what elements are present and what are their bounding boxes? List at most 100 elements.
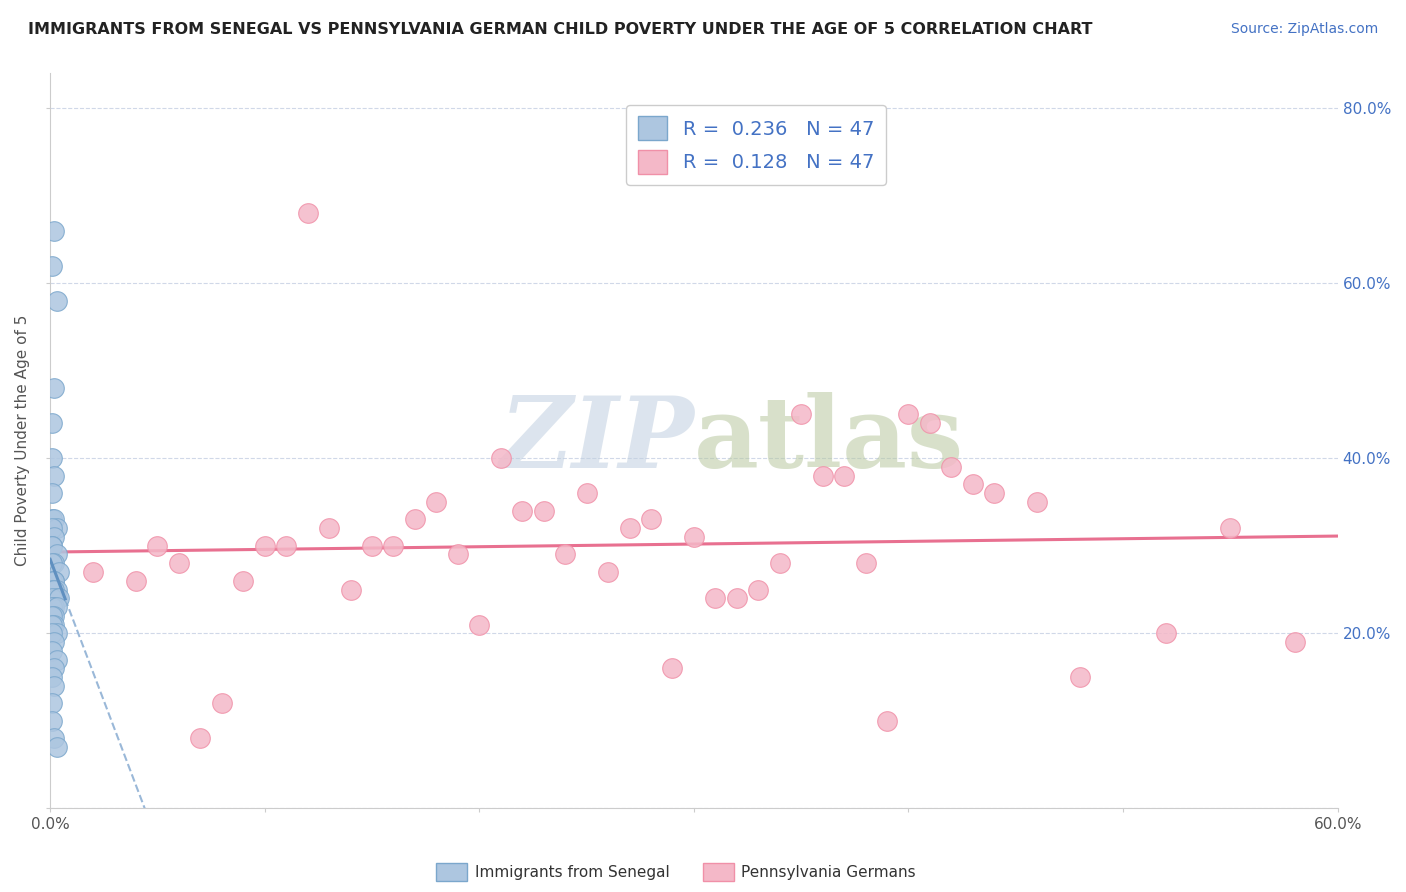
Y-axis label: Child Poverty Under the Age of 5: Child Poverty Under the Age of 5 xyxy=(15,315,30,566)
Point xyxy=(769,556,792,570)
Point xyxy=(468,617,491,632)
Point xyxy=(575,486,598,500)
Point xyxy=(704,591,727,606)
Point xyxy=(45,626,67,640)
Point xyxy=(41,486,63,500)
Point xyxy=(447,548,470,562)
Point xyxy=(232,574,254,588)
Point xyxy=(619,521,641,535)
Point xyxy=(1284,635,1306,649)
Point xyxy=(790,408,813,422)
Point xyxy=(832,468,855,483)
Point xyxy=(41,556,63,570)
Point xyxy=(876,714,898,728)
Point xyxy=(510,504,533,518)
Point xyxy=(44,600,66,615)
Point xyxy=(41,600,63,615)
Point xyxy=(211,696,233,710)
Point xyxy=(45,548,67,562)
Point xyxy=(1069,670,1091,684)
Point xyxy=(45,591,67,606)
Point xyxy=(48,591,70,606)
Point xyxy=(640,512,662,526)
Point xyxy=(44,574,66,588)
Point xyxy=(404,512,426,526)
Point xyxy=(44,223,66,237)
Point xyxy=(41,512,63,526)
Point xyxy=(425,495,447,509)
Point xyxy=(167,556,190,570)
Point xyxy=(918,416,941,430)
Point xyxy=(45,582,67,597)
Point xyxy=(361,539,384,553)
Point xyxy=(596,565,619,579)
Point xyxy=(44,381,66,395)
Point xyxy=(44,617,66,632)
Point xyxy=(318,521,340,535)
Point xyxy=(44,661,66,675)
Point xyxy=(41,591,63,606)
Point xyxy=(941,459,963,474)
Point xyxy=(253,539,276,553)
Point xyxy=(44,608,66,623)
Point xyxy=(41,608,63,623)
Legend: R =  0.236   N = 47, R =  0.128   N = 47: R = 0.236 N = 47, R = 0.128 N = 47 xyxy=(626,104,886,186)
Point xyxy=(41,696,63,710)
Point xyxy=(554,548,576,562)
Text: atlas: atlas xyxy=(695,392,965,489)
Point xyxy=(382,539,405,553)
Point xyxy=(45,600,67,615)
Text: Immigrants from Senegal: Immigrants from Senegal xyxy=(475,865,671,880)
Point xyxy=(125,574,148,588)
Point xyxy=(44,574,66,588)
Point xyxy=(489,451,512,466)
Point xyxy=(41,617,63,632)
Point xyxy=(747,582,769,597)
Point xyxy=(44,556,66,570)
Point xyxy=(188,731,211,746)
Point xyxy=(1154,626,1177,640)
Point xyxy=(41,714,63,728)
Point xyxy=(48,565,70,579)
Point xyxy=(41,644,63,658)
Point xyxy=(41,582,63,597)
Point xyxy=(725,591,748,606)
Point xyxy=(276,539,298,553)
Point xyxy=(41,574,63,588)
Point xyxy=(82,565,104,579)
Point xyxy=(962,477,984,491)
Point xyxy=(41,626,63,640)
Point xyxy=(683,530,706,544)
Point xyxy=(44,468,66,483)
Point xyxy=(44,731,66,746)
Point xyxy=(41,451,63,466)
Text: Source: ZipAtlas.com: Source: ZipAtlas.com xyxy=(1230,22,1378,37)
Point xyxy=(811,468,834,483)
Point xyxy=(45,652,67,666)
Point xyxy=(44,679,66,693)
Point xyxy=(44,635,66,649)
Point xyxy=(146,539,169,553)
Point xyxy=(661,661,683,675)
Point xyxy=(897,408,920,422)
Point xyxy=(41,416,63,430)
Text: Pennsylvania Germans: Pennsylvania Germans xyxy=(741,865,915,880)
Point xyxy=(41,259,63,273)
Point xyxy=(45,521,67,535)
Point xyxy=(1219,521,1241,535)
Point xyxy=(41,670,63,684)
Point xyxy=(41,521,63,535)
Point xyxy=(41,539,63,553)
Point xyxy=(44,512,66,526)
Point xyxy=(297,206,319,220)
Point xyxy=(45,293,67,308)
Point xyxy=(983,486,1005,500)
Point xyxy=(45,740,67,755)
Point xyxy=(44,530,66,544)
Text: ZIP: ZIP xyxy=(499,392,695,489)
Point xyxy=(41,539,63,553)
Text: IMMIGRANTS FROM SENEGAL VS PENNSYLVANIA GERMAN CHILD POVERTY UNDER THE AGE OF 5 : IMMIGRANTS FROM SENEGAL VS PENNSYLVANIA … xyxy=(28,22,1092,37)
Point xyxy=(855,556,877,570)
Point xyxy=(1026,495,1049,509)
Point xyxy=(533,504,555,518)
